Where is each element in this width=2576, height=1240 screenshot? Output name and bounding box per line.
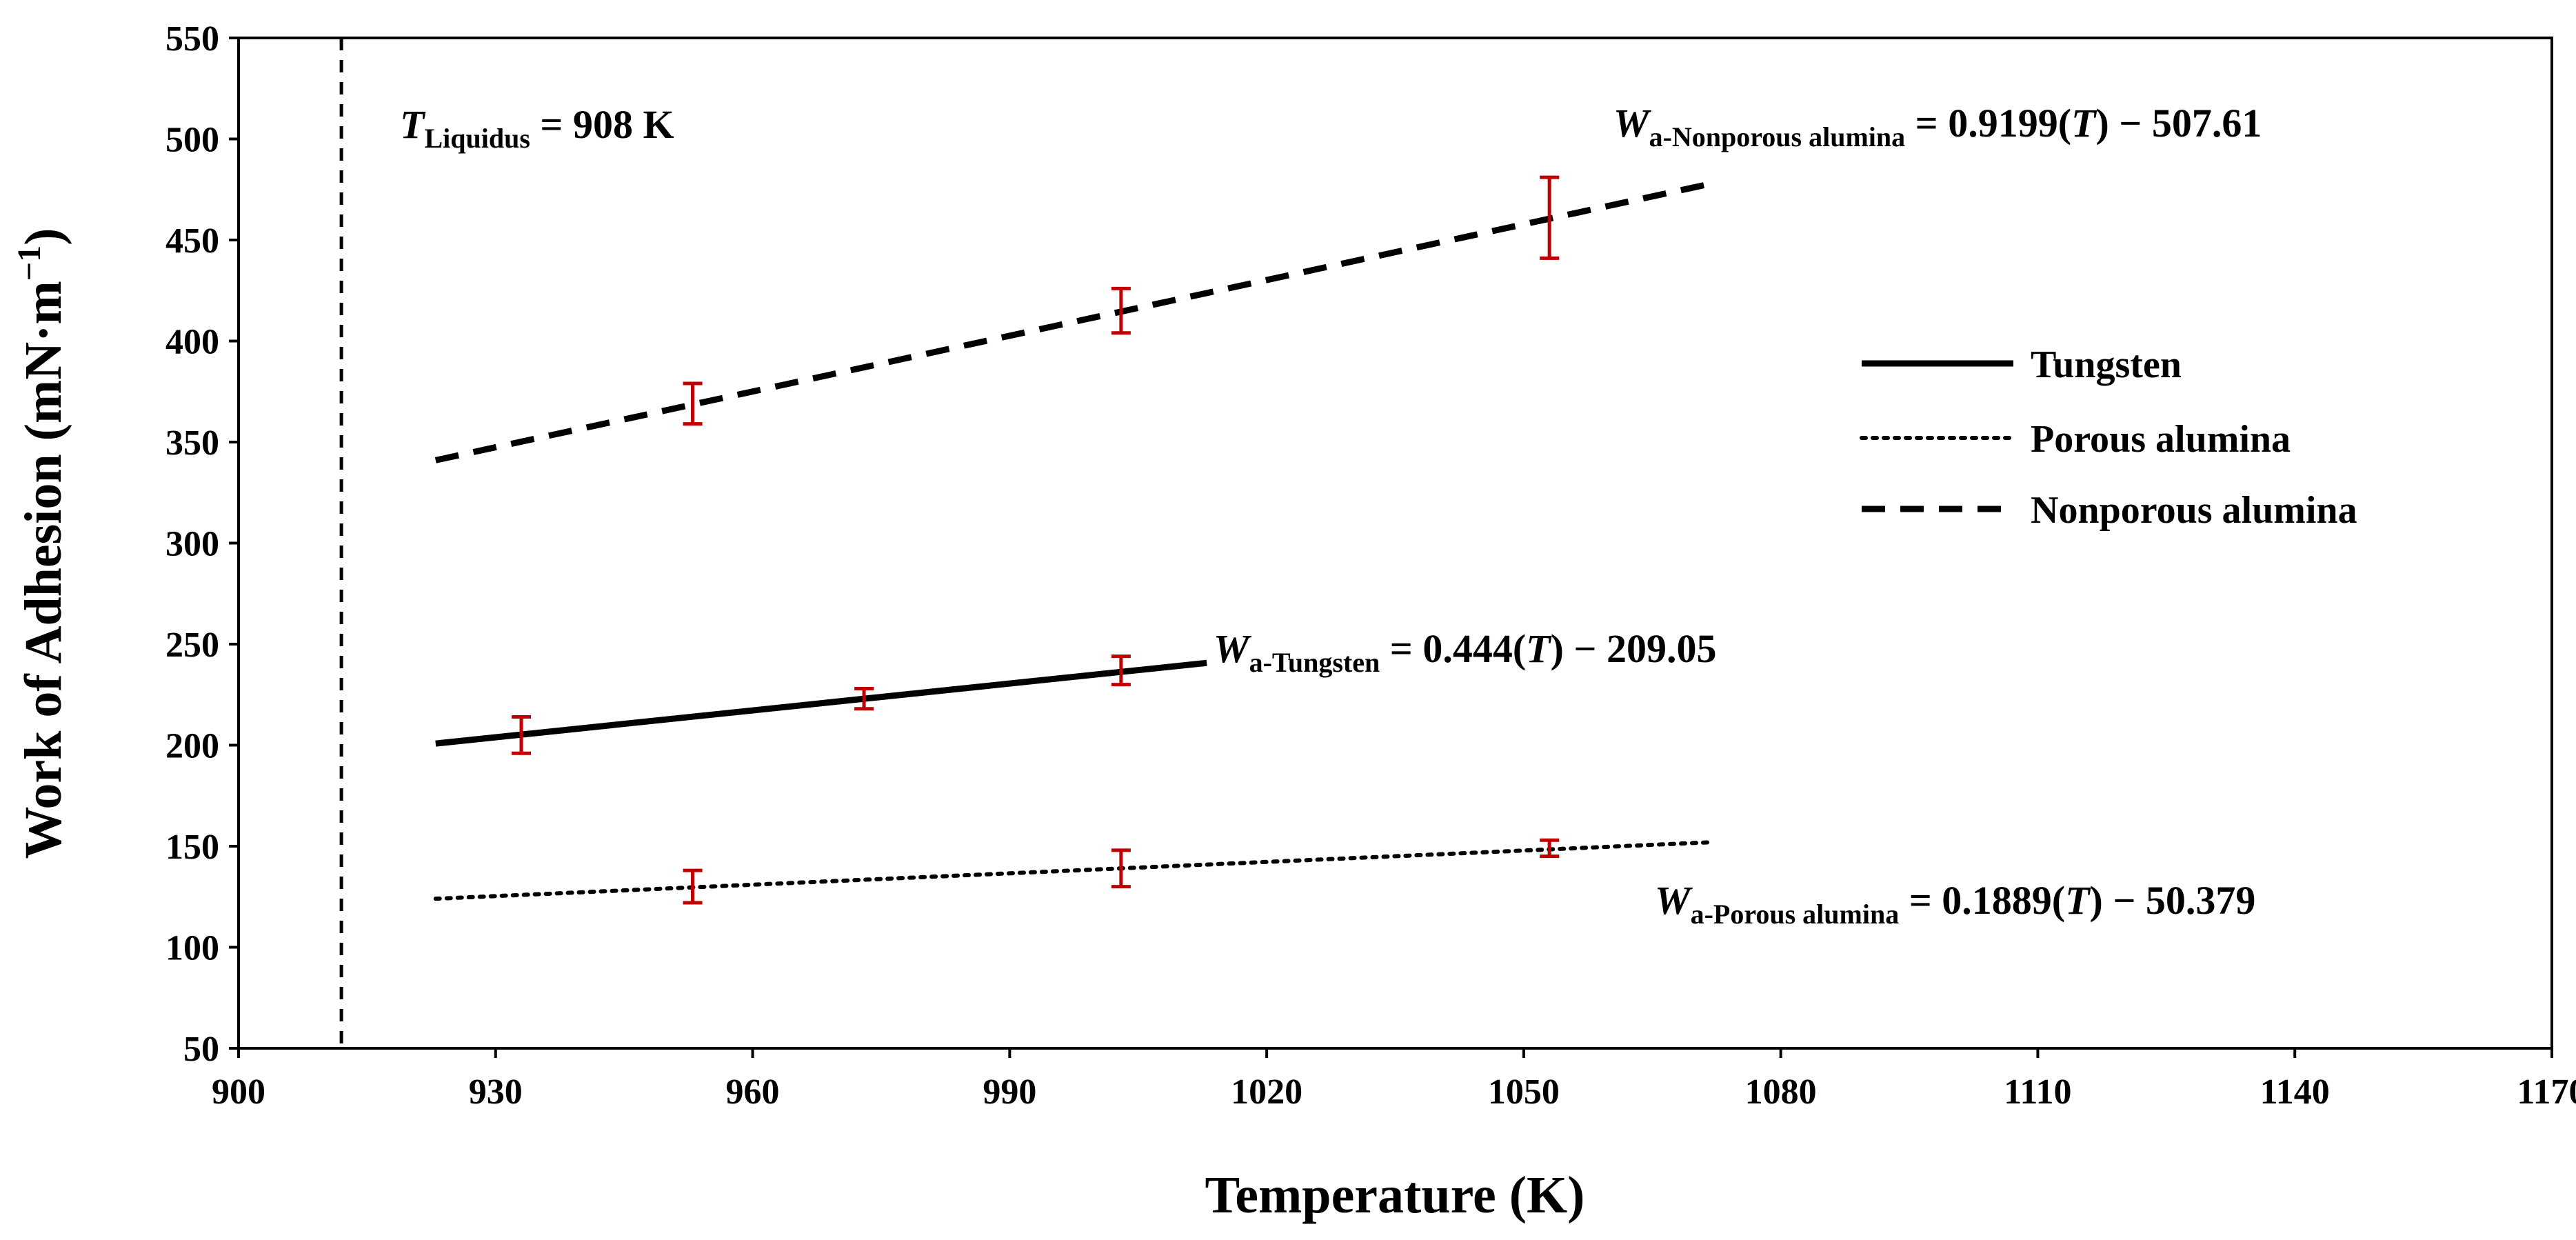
legend-label: Tungsten xyxy=(2031,343,2182,386)
x-tick-label: 1110 xyxy=(2004,1072,2071,1112)
y-tick-label: 150 xyxy=(165,828,219,867)
y-tick-label: 200 xyxy=(165,727,219,766)
equation-porous: Wa-Porous alumina = 0.1889(T) − 50.379 xyxy=(1655,878,2255,930)
legend-label: Porous alumina xyxy=(2031,418,2291,461)
error-bar-nonporous-alumina xyxy=(683,381,703,426)
y-tick-label: 250 xyxy=(165,626,219,665)
y-tick-label: 300 xyxy=(165,525,219,564)
error-bar-tungsten xyxy=(854,686,874,711)
x-tick-label: 1050 xyxy=(1488,1072,1560,1112)
error-bar-nonporous-alumina xyxy=(1111,286,1131,335)
series-line-nonporous-alumina xyxy=(434,180,1713,463)
equation-nonporous: Wa-Nonporous alumina = 0.9199(T) − 507.6… xyxy=(1613,101,2262,152)
x-tick-label: 1020 xyxy=(1231,1072,1302,1112)
y-tick-label: 50 xyxy=(183,1030,219,1069)
error-bar-porous-alumina xyxy=(683,868,703,905)
x-tick-label: 960 xyxy=(726,1072,780,1112)
error-bar-nonporous-alumina xyxy=(1540,175,1560,260)
legend-item-nonporous-alumina: Nonporous alumina xyxy=(1862,489,2357,532)
error-bar-porous-alumina xyxy=(1540,838,1560,859)
legend-label: Nonporous alumina xyxy=(2031,489,2357,532)
liquidus-label: TLiquidus = 908 K xyxy=(400,102,674,154)
series-line-porous-alumina xyxy=(433,840,1715,901)
x-tick-label: 1170 xyxy=(2517,1072,2576,1112)
legend-item-tungsten: Tungsten xyxy=(1862,343,2182,386)
x-tick-label: 990 xyxy=(983,1072,1036,1112)
x-axis-title: Temperature (K) xyxy=(1205,1166,1585,1224)
x-tick-label: 1080 xyxy=(1745,1072,1817,1112)
x-tick-label: 1140 xyxy=(2260,1072,2330,1112)
y-tick-label: 450 xyxy=(165,221,219,261)
series-line-tungsten xyxy=(435,659,1207,747)
y-axis-title-sup: −1 xyxy=(11,246,48,281)
error-bar-tungsten xyxy=(512,714,532,755)
plot-area xyxy=(237,37,2553,1050)
y-tick-label: 500 xyxy=(165,121,219,160)
x-tick-label: 930 xyxy=(469,1072,523,1112)
error-bar-porous-alumina xyxy=(1111,848,1131,889)
x-tick-label: 900 xyxy=(212,1072,265,1112)
y-tick-label: 400 xyxy=(165,323,219,362)
equation-tungsten: Wa-Tungsten = 0.444(T) − 209.05 xyxy=(1214,626,1716,678)
y-axis-title: Work of Adhesion (mN·m−1) xyxy=(11,228,72,859)
error-bar-tungsten xyxy=(1111,654,1131,687)
y-tick-label: 550 xyxy=(165,19,219,59)
y-tick-label: 350 xyxy=(165,423,219,463)
y-tick-label: 100 xyxy=(165,929,219,968)
legend-item-porous-alumina: Porous alumina xyxy=(1860,418,2291,461)
